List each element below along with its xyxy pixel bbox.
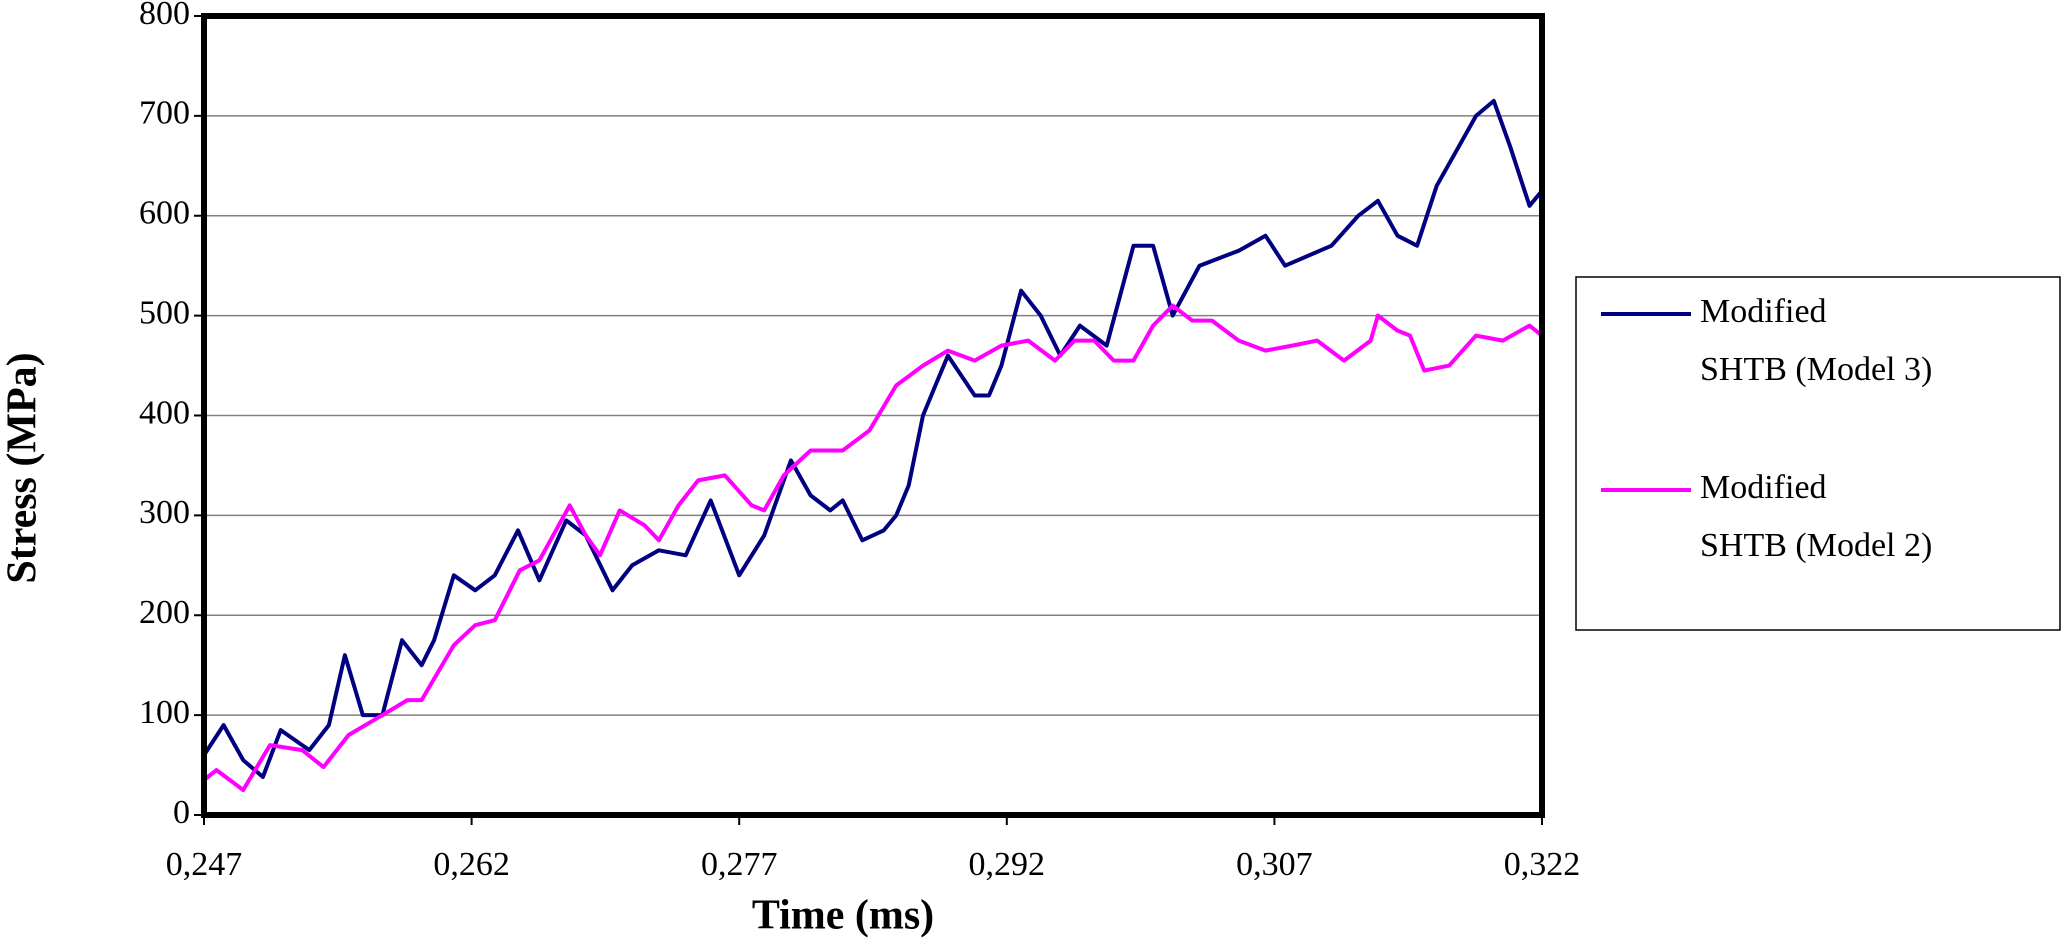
y-tick-label: 500	[139, 294, 190, 331]
legend-box	[1575, 276, 2061, 631]
x-axis-title: Time (ms)	[752, 893, 934, 939]
x-tick-label: 0,247	[166, 846, 243, 883]
legend-label: Modified SHTB (Model 2)	[1700, 469, 1932, 564]
plot-frame	[201, 13, 1545, 818]
series-line	[202, 303, 1544, 792]
x-tick-label: 0,292	[969, 846, 1046, 883]
y-tick-label: 200	[139, 594, 190, 631]
y-tick-label: 400	[139, 394, 190, 431]
y-tick-label: 700	[139, 95, 190, 132]
legend-label: Modified SHTB (Model 3)	[1700, 293, 1932, 388]
x-tick-label: 0,307	[1236, 846, 1313, 883]
y-tick-label: 0	[173, 794, 190, 831]
y-tick-label: 800	[139, 0, 190, 32]
series-line	[202, 98, 1544, 779]
y-axis-title: Stress (MPa)	[0, 352, 46, 583]
y-tick-label: 300	[139, 494, 190, 531]
x-tick-label: 0,262	[433, 846, 510, 883]
y-tick-label: 600	[139, 195, 190, 232]
y-tick-label: 100	[139, 694, 190, 731]
x-tick-label: 0,277	[701, 846, 778, 883]
x-tick-label: 0,322	[1504, 846, 1581, 883]
